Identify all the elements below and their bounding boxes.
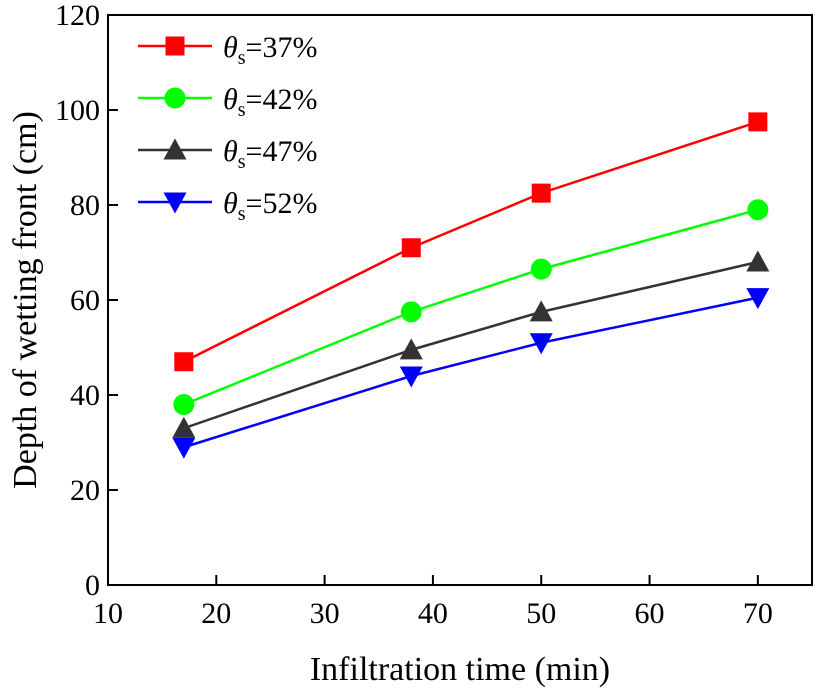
data-point	[172, 437, 196, 459]
data-point	[747, 199, 769, 221]
legend-marker	[163, 192, 187, 214]
data-point	[748, 112, 768, 132]
y-tick-label: 20	[70, 474, 100, 507]
legend-label: θs=42%	[223, 83, 317, 121]
x-tick-label: 60	[635, 597, 665, 630]
series-1	[174, 112, 768, 372]
legend: θs=37% θs=42% θs=47% θs=52%	[138, 31, 317, 225]
legend-label: θs=52%	[223, 187, 317, 225]
y-tick-label: 80	[70, 189, 100, 222]
series-line	[183, 120, 759, 363]
data-point	[401, 238, 421, 258]
series-line	[183, 296, 759, 449]
x-tick-label: 40	[418, 597, 448, 630]
data-point	[173, 394, 195, 415]
legend-entry-2: θs=42%	[138, 83, 317, 121]
data-point	[399, 366, 423, 388]
plot-frame	[107, 14, 813, 586]
y-tick-label: 60	[70, 284, 100, 317]
data-point	[399, 338, 423, 360]
legend-marker	[164, 87, 186, 109]
data-point	[529, 333, 553, 355]
legend-marker	[165, 36, 185, 56]
data-point	[530, 258, 552, 280]
y-tick-label: 100	[55, 94, 100, 127]
y-tick-label: 0	[85, 569, 100, 602]
y-axis-title: Depth of wetting front (cm)	[7, 111, 44, 489]
data-point	[529, 300, 553, 322]
x-tick-label: 10	[93, 597, 123, 630]
x-tick-label: 50	[526, 597, 556, 630]
x-axis: 10 20 30 40 50 60 70	[93, 575, 773, 630]
series-3	[172, 250, 770, 438]
legend-entry-4: θs=52%	[138, 187, 317, 225]
legend-entry-1: θs=37%	[138, 31, 317, 69]
data-point	[531, 183, 551, 203]
y-axis: 0 20 40 60 80 100 120	[55, 0, 118, 602]
x-tick-label: 30	[310, 597, 340, 630]
y-tick-label: 120	[55, 0, 100, 32]
series-line	[183, 208, 759, 406]
data-point	[746, 288, 770, 310]
data-point	[174, 352, 194, 372]
x-axis-title: Infiltration time (min)	[310, 651, 610, 688]
series-layer	[172, 112, 770, 459]
series-2	[173, 199, 769, 415]
data-point	[746, 250, 770, 272]
series-4	[172, 288, 770, 459]
series-line	[183, 260, 759, 430]
y-tick-label: 40	[70, 379, 100, 412]
data-point	[400, 301, 422, 323]
legend-label: θs=47%	[223, 135, 317, 173]
legend-marker	[163, 138, 187, 160]
legend-label: θs=37%	[223, 31, 317, 69]
x-tick-label: 70	[743, 597, 773, 630]
data-point	[172, 416, 196, 438]
plot-area: 10 20 30 40 50 60 70 0 20 40 60 80 100 120	[55, 0, 813, 630]
x-tick-label: 20	[201, 597, 231, 630]
legend-entry-3: θs=47%	[138, 135, 317, 173]
